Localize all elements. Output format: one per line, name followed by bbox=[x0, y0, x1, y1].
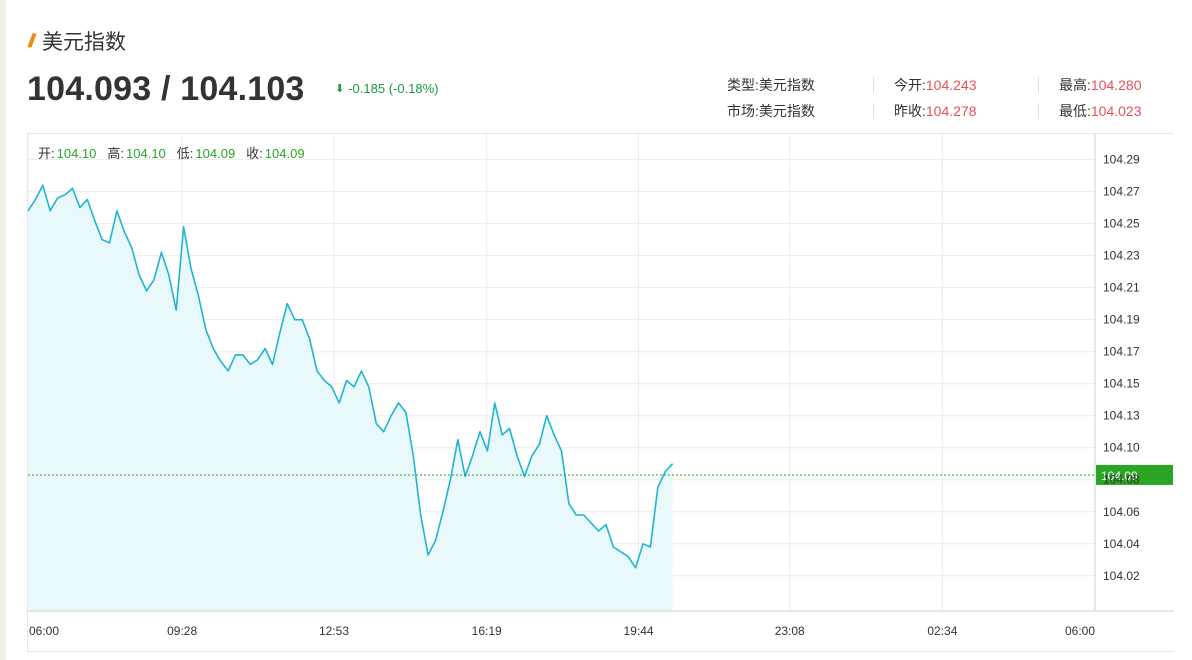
ohlc-label: 收: bbox=[246, 146, 263, 161]
x-tick-label: 06:00 bbox=[1065, 624, 1095, 638]
market-field: 市场: 美元指数 bbox=[727, 101, 845, 121]
x-tick-label: 16:19 bbox=[472, 624, 502, 638]
price-change-text: -0.185 (-0.18%) bbox=[348, 81, 439, 96]
price-series: 104.09 bbox=[27, 184, 1173, 611]
axes: 104.29 104.27 104.25 104.23 104.21 104.19 104.… bbox=[28, 134, 1175, 638]
y-tick-label: 104.08 bbox=[1103, 473, 1140, 487]
x-tick-label: 09:28 bbox=[167, 624, 197, 638]
quote-info-panel: 类型: 美元指数 今开: 104.243 最高: 104.280 市场: 美元指… bbox=[727, 72, 1173, 124]
chart-svg[interactable]: 104.09 104.29104.27104.25104.23104.21104… bbox=[27, 134, 1175, 651]
low-field: 最低: 104.023 bbox=[1059, 101, 1173, 121]
y-tick-label: 104.23 bbox=[1103, 249, 1140, 263]
open-field: 今开: 104.243 bbox=[894, 75, 1010, 95]
type-label: 类型: bbox=[727, 77, 759, 93]
info-divider bbox=[873, 103, 874, 119]
y-tick-label: 104.04 bbox=[1103, 537, 1140, 551]
type-value: 美元指数 bbox=[758, 77, 815, 93]
double-slash-icon: // bbox=[28, 30, 35, 51]
low-value: 104.023 bbox=[1090, 103, 1142, 119]
x-tick-label: 06:00 bbox=[29, 624, 59, 638]
ohlc-value: 104.09 bbox=[265, 146, 305, 161]
price-line bbox=[27, 184, 674, 569]
ohlc-label: 开: bbox=[38, 146, 55, 161]
down-arrow-icon: ⬇ bbox=[335, 83, 345, 95]
prev-close-value: 104.278 bbox=[925, 103, 977, 119]
low-label: 最低: bbox=[1059, 103, 1091, 119]
y-tick-label: 104.06 bbox=[1103, 505, 1140, 519]
market-value: 美元指数 bbox=[758, 103, 815, 119]
y-tick-label: 104.19 bbox=[1103, 313, 1140, 327]
ohlc-readout: 开: 104.10 高: 104.10 低: 104.09 收: 104.09 bbox=[38, 146, 305, 161]
ohlc-value: 104.10 bbox=[126, 146, 166, 161]
left-edge-rule bbox=[0, 0, 6, 660]
price-change: ⬇ -0.185 (-0.18%) bbox=[335, 81, 439, 96]
high-field: 最高: 104.280 bbox=[1059, 75, 1173, 95]
x-tick-label: 23:08 bbox=[775, 624, 805, 638]
bid-ask-quote: 104.093 / 104.103 bbox=[27, 70, 305, 108]
y-tick-label: 104.10 bbox=[1103, 441, 1140, 455]
title-bar: // 美元指数 bbox=[28, 26, 126, 56]
info-row-1: 类型: 美元指数 今开: 104.243 最高: 104.280 bbox=[727, 72, 1173, 98]
ohlc-value: 104.09 bbox=[195, 146, 235, 161]
current-price-label: 104.09 bbox=[1101, 469, 1138, 483]
intraday-chart[interactable]: 104.09 104.29 104.27 104.25 104.23 104.21 104… bbox=[27, 133, 1175, 652]
x-tick-label: 12:53 bbox=[319, 624, 349, 638]
current-price-marker bbox=[1096, 464, 1173, 485]
ohlc-label: 低: bbox=[177, 146, 194, 161]
y-tick-label: 104.21 bbox=[1103, 281, 1140, 295]
info-row-2: 市场: 美元指数 昨收: 104.278 最低: 104.023 bbox=[727, 98, 1173, 124]
ohlc-label: 高: bbox=[107, 146, 124, 161]
y-tick-label: 104.02 bbox=[1103, 569, 1140, 583]
y-tick-label: 104.29 bbox=[1103, 153, 1140, 167]
info-divider bbox=[873, 77, 874, 93]
open-value: 104.243 bbox=[925, 77, 977, 93]
type-field: 类型: 美元指数 bbox=[727, 75, 845, 95]
prev-close-field: 昨收: 104.278 bbox=[894, 101, 1010, 121]
info-divider bbox=[1038, 103, 1039, 119]
ohlc-value: 104.10 bbox=[57, 146, 97, 161]
prev-close-label: 昨收: bbox=[894, 103, 926, 119]
x-tick-label: 02:34 bbox=[927, 624, 957, 638]
y-tick-label: 104.17 bbox=[1103, 345, 1140, 359]
y-tick-label: 104.13 bbox=[1103, 409, 1140, 423]
high-label: 最高: bbox=[1059, 77, 1091, 93]
price-area-fill bbox=[28, 185, 673, 611]
market-label: 市场: bbox=[727, 103, 759, 119]
info-divider bbox=[1038, 77, 1039, 93]
high-value: 104.280 bbox=[1090, 77, 1142, 93]
open-label: 今开: bbox=[894, 77, 926, 93]
y-tick-label: 104.15 bbox=[1103, 377, 1140, 391]
page-title: 美元指数 bbox=[42, 31, 127, 54]
y-tick-label: 104.27 bbox=[1103, 185, 1140, 199]
x-tick-label: 19:44 bbox=[624, 624, 654, 638]
y-tick-label: 104.25 bbox=[1103, 217, 1140, 231]
